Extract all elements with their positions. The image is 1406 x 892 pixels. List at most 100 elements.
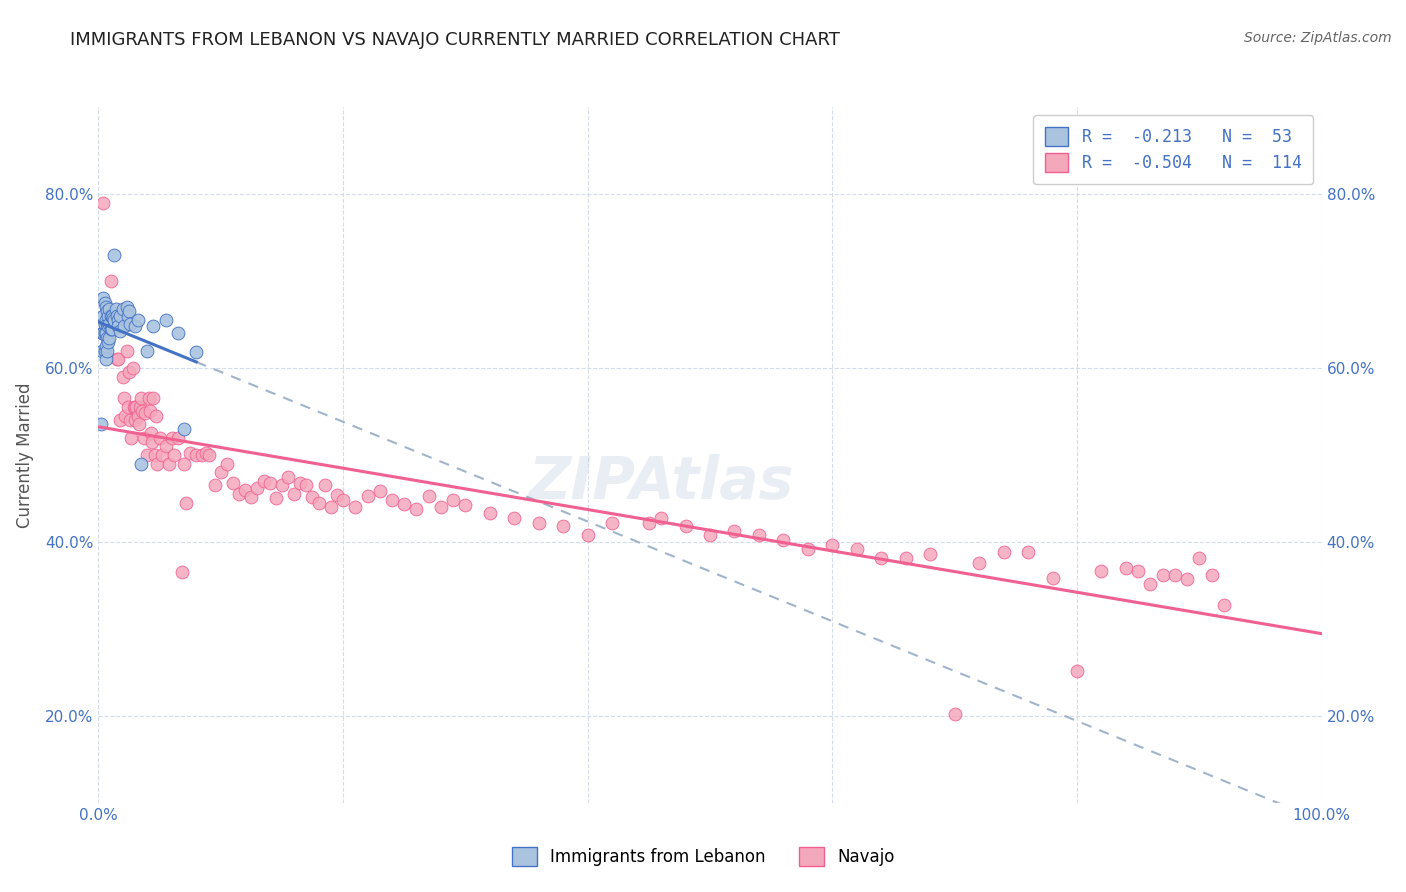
Point [155,313,177,327]
Point [173,457,195,471]
Point [97,309,120,323]
Point [191,448,214,462]
Point [122,400,145,414]
Point [94,326,117,340]
Point [100,322,122,336]
Point [115,300,138,314]
Point [155,439,177,453]
Point [1017,545,1039,559]
Point [308,496,330,510]
Point [638,516,661,530]
Point [96,318,118,332]
Point [215,457,238,471]
Point [91,309,114,323]
Point [124,413,146,427]
Point [240,490,263,504]
Point [103,313,125,327]
Point [114,409,136,423]
Point [121,360,143,375]
Point [163,448,186,462]
Point [124,400,146,414]
Point [290,475,312,490]
Point [97,319,120,334]
Point [127,409,149,423]
Point [145,409,167,423]
Point [356,489,378,503]
Text: ZIPAtlas: ZIPAtlas [529,454,794,511]
Point [392,498,416,512]
Point [96,330,118,344]
Point [246,481,269,495]
Point [943,707,966,722]
Point [120,413,142,427]
Point [314,478,336,492]
Point [259,475,281,490]
Point [90,417,112,432]
Legend: Immigrants from Lebanon, Navajo: Immigrants from Lebanon, Navajo [503,838,903,875]
Y-axis label: Currently Married: Currently Married [15,382,34,528]
Text: IMMIGRANTS FROM LEBANON VS NAVAJO CURRENTLY MARRIED CORRELATION CHART: IMMIGRANTS FROM LEBANON VS NAVAJO CURREN… [70,31,841,49]
Point [1090,565,1112,579]
Point [967,556,990,570]
Point [186,345,208,359]
Point [381,493,404,508]
Point [111,301,134,316]
Legend: R =  -0.213   N =  53, R =  -0.504   N =  114: R = -0.213 N = 53, R = -0.504 N = 114 [1033,115,1313,184]
Point [93,295,115,310]
Point [100,309,122,323]
Point [101,310,124,325]
Point [132,430,155,444]
Point [120,430,142,444]
Point [1164,568,1187,582]
Point [870,550,893,565]
Point [1152,568,1174,582]
Point [503,510,526,524]
Point [675,519,697,533]
Point [228,487,250,501]
Text: Source: ZipAtlas.com: Source: ZipAtlas.com [1244,31,1392,45]
Point [142,392,165,406]
Point [167,430,190,444]
Point [94,300,117,314]
Point [118,304,141,318]
Point [98,301,121,316]
Point [1201,568,1223,582]
Point [91,343,114,358]
Point [117,400,139,414]
Point [131,404,153,418]
Point [146,457,169,471]
Point [96,304,118,318]
Point [167,326,190,340]
Point [222,475,245,490]
Point [1139,576,1161,591]
Point [110,309,132,323]
Point [441,493,464,508]
Point [650,510,672,524]
Point [252,474,274,488]
Point [157,457,180,471]
Point [1188,550,1211,565]
Point [418,489,440,503]
Point [98,330,121,344]
Point [845,541,868,556]
Point [405,501,427,516]
Point [94,313,117,327]
Point [115,343,138,358]
Point [332,493,354,508]
Point [295,478,318,492]
Point [105,352,128,367]
Point [478,506,501,520]
Point [101,309,124,323]
Point [129,400,152,414]
Point [103,248,125,262]
Point [600,516,623,530]
Point [124,319,146,334]
Point [430,500,453,514]
Point [179,446,201,460]
Point [91,195,114,210]
Point [129,392,152,406]
Point [748,528,770,542]
Point [129,457,152,471]
Point [139,404,162,418]
Point [138,392,160,406]
